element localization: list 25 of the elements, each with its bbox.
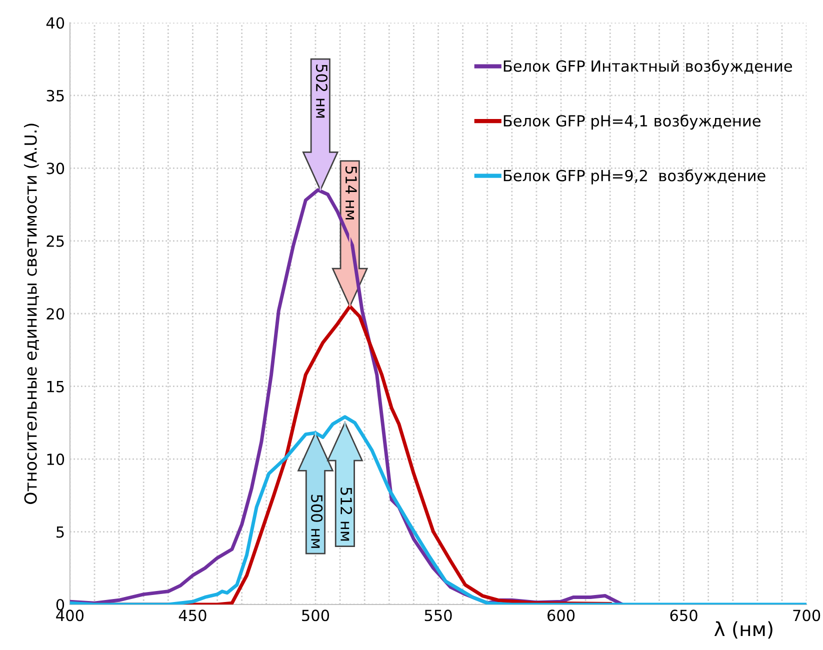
y-tick-label: 5 [56, 526, 64, 538]
y-tick-label: 25 [46, 235, 64, 247]
y-tick-label: 30 [46, 162, 64, 174]
x-tick-label: 500 [302, 610, 330, 622]
x-tick-label: 600 [548, 610, 575, 622]
x-axis-title: λ (нм) [714, 621, 772, 639]
legend-label: Белок GFP pH=4,1 возбуждение [504, 114, 760, 130]
y-tick-label: 15 [47, 381, 64, 392]
x-tick-label: 550 [424, 610, 452, 622]
x-tick-label: 400 [56, 610, 84, 622]
legend-label: Белок GFP Интактный возбуждение [504, 60, 792, 75]
annotation: 514 нм [345, 166, 357, 220]
annotation: 502 нм [316, 64, 328, 118]
y-tick-label: 40 [46, 17, 64, 29]
y-tick-label: 10 [47, 454, 64, 466]
x-tick-label: 450 [178, 610, 206, 622]
annotation: 512 нм [340, 488, 352, 541]
y-axis-title: Относительные единицы светимости (A.U.) [24, 124, 39, 504]
x-tick-label: 650 [670, 610, 698, 622]
y-tick-label: 20 [46, 308, 64, 320]
legend-label: Белок GFP pH=9,2 возбуждение [504, 169, 766, 184]
annotation: 500 нм [311, 494, 323, 548]
x-tick-label: 700 [793, 610, 820, 622]
y-tick-label: 0 [56, 598, 64, 611]
y-tick-label: 35 [46, 90, 64, 102]
